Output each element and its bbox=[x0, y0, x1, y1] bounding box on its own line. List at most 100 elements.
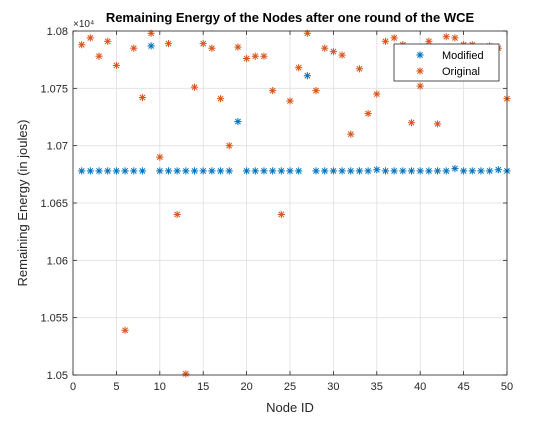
x-tick-label: 20 bbox=[240, 381, 252, 393]
data-point-original bbox=[295, 64, 303, 72]
data-point-original bbox=[190, 83, 199, 91]
data-point-modified bbox=[243, 167, 251, 175]
data-point-original bbox=[112, 61, 120, 69]
data-point-modified bbox=[425, 167, 433, 175]
data-point-original bbox=[425, 37, 433, 45]
data-point-original bbox=[208, 44, 216, 52]
data-point-original bbox=[234, 43, 242, 51]
data-point-modified bbox=[286, 167, 294, 175]
data-point-modified bbox=[338, 167, 346, 175]
data-point-original bbox=[381, 37, 390, 45]
data-point-modified bbox=[130, 167, 138, 175]
x-tick-label: 5 bbox=[113, 381, 119, 393]
y-tick-label: 1.07 bbox=[47, 141, 68, 153]
data-point-modified bbox=[277, 167, 285, 175]
data-point-original bbox=[373, 90, 381, 98]
y-tick-label: 1.06 bbox=[47, 255, 68, 267]
data-point-original bbox=[338, 51, 346, 59]
chart-title: Remaining Energy of the Nodes after one … bbox=[106, 10, 475, 25]
data-point-modified bbox=[407, 167, 416, 175]
legend-entries: Modified Original bbox=[416, 50, 484, 78]
x-axis-label: Node ID bbox=[266, 400, 314, 415]
data-point-modified bbox=[173, 167, 181, 175]
data-point-original bbox=[95, 52, 103, 60]
data-point-original bbox=[121, 326, 129, 334]
data-point-modified bbox=[468, 167, 476, 175]
data-point-modified bbox=[78, 167, 86, 175]
y-tick-label: 1.075 bbox=[40, 83, 68, 95]
x-tick-label: 40 bbox=[414, 381, 426, 393]
data-point-modified bbox=[138, 167, 147, 175]
data-point-original bbox=[138, 93, 147, 102]
data-point-original bbox=[312, 87, 320, 95]
data-point-modified bbox=[86, 167, 94, 175]
data-point-modified bbox=[390, 167, 398, 175]
data-point-original bbox=[329, 48, 337, 56]
data-point-modified bbox=[147, 42, 155, 50]
data-point-modified bbox=[494, 166, 502, 174]
data-point-modified bbox=[433, 167, 442, 175]
x-tick-label: 10 bbox=[154, 381, 166, 393]
data-point-original bbox=[251, 52, 259, 60]
data-point-modified bbox=[208, 167, 216, 175]
data-point-original bbox=[86, 34, 94, 42]
x-tick-label: 15 bbox=[197, 381, 209, 393]
data-point-modified bbox=[355, 167, 364, 175]
data-point-modified bbox=[164, 167, 173, 175]
data-marks bbox=[78, 29, 511, 378]
x-tick-label: 0 bbox=[70, 381, 76, 393]
y-axis-multiplier: ×10⁴ bbox=[73, 19, 94, 30]
data-point-original bbox=[260, 52, 268, 60]
data-point-modified bbox=[199, 167, 207, 175]
data-point-modified bbox=[251, 167, 259, 175]
data-point-original bbox=[355, 65, 364, 73]
data-point-original bbox=[104, 37, 112, 45]
data-point-modified bbox=[416, 167, 424, 175]
data-point-modified bbox=[381, 167, 390, 175]
y-tick-label: 1.065 bbox=[40, 198, 68, 210]
data-point-modified bbox=[303, 72, 311, 80]
data-point-original bbox=[442, 33, 450, 41]
data-point-modified bbox=[182, 167, 190, 175]
data-point-modified bbox=[121, 167, 129, 175]
data-point-modified bbox=[112, 167, 120, 175]
data-point-modified bbox=[260, 167, 268, 175]
data-point-original bbox=[225, 142, 233, 150]
data-point-original bbox=[433, 120, 442, 128]
legend-marker-modified bbox=[416, 51, 424, 59]
data-point-modified bbox=[373, 166, 381, 174]
data-point-modified bbox=[295, 167, 303, 175]
data-point-original bbox=[199, 40, 207, 48]
data-point-original bbox=[364, 109, 372, 118]
data-point-original bbox=[243, 54, 251, 63]
data-point-modified bbox=[216, 167, 225, 175]
data-point-original bbox=[182, 370, 190, 378]
data-point-modified bbox=[190, 167, 199, 175]
data-point-original bbox=[451, 34, 459, 42]
legend: Modified Original bbox=[393, 43, 500, 82]
x-tick-label: 30 bbox=[327, 381, 339, 393]
data-point-modified bbox=[451, 165, 459, 173]
y-tick-label: 1.08 bbox=[47, 26, 68, 38]
data-point-modified bbox=[269, 167, 277, 175]
data-point-modified bbox=[442, 167, 450, 175]
data-point-modified bbox=[477, 167, 485, 175]
data-point-original bbox=[347, 130, 355, 138]
data-point-modified bbox=[156, 167, 164, 175]
x-tick-label: 50 bbox=[501, 381, 513, 393]
data-point-original bbox=[407, 119, 416, 127]
data-point-original bbox=[286, 97, 294, 105]
x-tick-label: 45 bbox=[457, 381, 469, 393]
data-point-modified bbox=[104, 167, 112, 175]
data-point-modified bbox=[486, 167, 494, 175]
data-point-modified bbox=[329, 167, 337, 175]
data-point-modified bbox=[95, 167, 103, 175]
data-point-modified bbox=[399, 167, 407, 175]
data-point-original bbox=[390, 34, 398, 42]
y-tick-label: 1.05 bbox=[47, 370, 68, 382]
data-point-original bbox=[130, 44, 138, 52]
y-axis-label: Remaining Energy (in joules) bbox=[15, 120, 30, 287]
legend-box bbox=[393, 43, 500, 82]
